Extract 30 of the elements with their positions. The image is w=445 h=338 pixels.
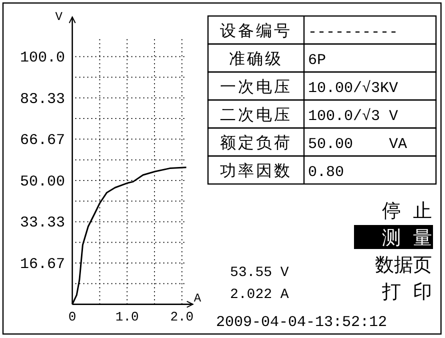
y-tick-label: 33.33 (20, 214, 65, 232)
text: 二次电压 (220, 105, 292, 124)
x-axis-title: A (194, 291, 202, 306)
text: 设备编号 (220, 21, 292, 40)
y-tick-label: 83.33 (20, 90, 65, 108)
y-tick-label: 50.00 (20, 173, 65, 190)
text: 10.00/√3KV (308, 80, 398, 97)
text: 打 印 (380, 281, 432, 303)
text: 测 量 (382, 227, 432, 249)
text: 停 止 (382, 200, 432, 222)
text: 0.80 (308, 164, 344, 181)
text: ---------- (308, 24, 398, 41)
x-tick-label: 2.0 (170, 309, 194, 324)
text: 50.00 VA (308, 136, 408, 153)
text: 数据页 (375, 254, 432, 276)
y-tick-label: 66.67 (20, 132, 65, 150)
text: 额定负荷 (220, 133, 292, 152)
y-tick-label: 16.67 (20, 256, 65, 274)
y-axis-title: V (55, 10, 64, 24)
text: 一次电压 (220, 77, 292, 96)
y-tick-label: 100.0 (20, 50, 65, 67)
text: 6P (308, 52, 326, 69)
text: 53.55 V (230, 265, 290, 281)
x-tick-label: 1.0 (115, 309, 139, 324)
text: 2.022 A (230, 287, 290, 303)
x-tick-label: 0 (68, 309, 76, 324)
text: 功率因数 (220, 161, 292, 180)
text: 准确级 (229, 49, 283, 68)
text: 2009-04-04-13:52:12 (216, 314, 388, 331)
text: 100.0/√3 V (308, 108, 398, 125)
